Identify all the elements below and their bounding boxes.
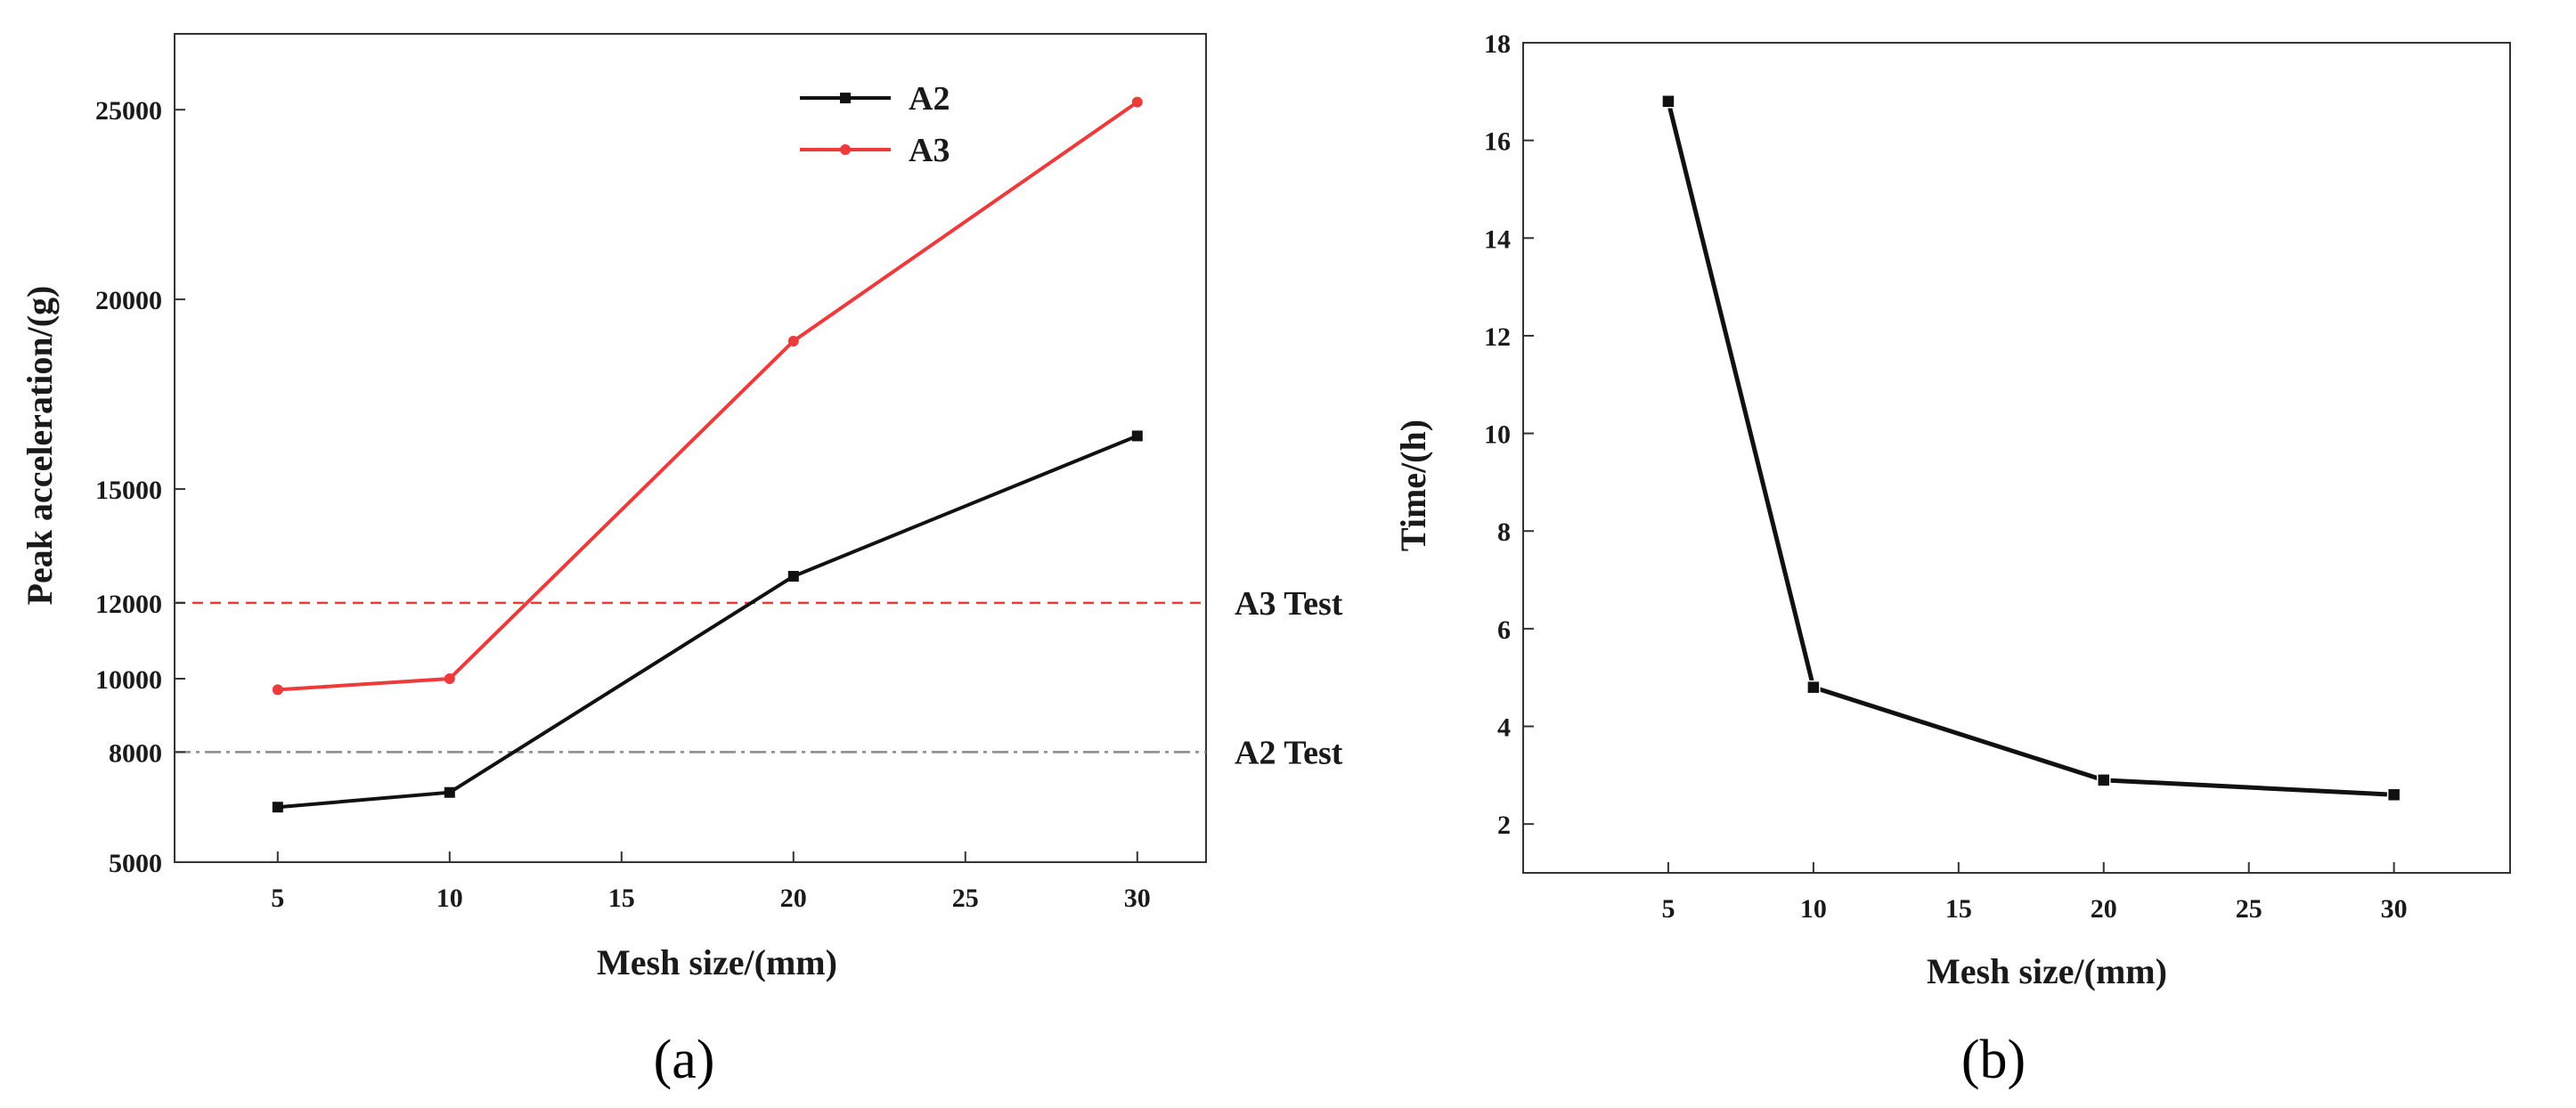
chart-a-reference-lines: A3 Test A2 Test [175,585,1343,771]
chart-a-series-line [277,434,1138,810]
chart-b-plot-frame [1522,42,2511,874]
chart-a-x-tick-label: 15 [608,884,635,913]
chart-a-data-point [444,673,455,684]
chart-a-data-point [787,571,799,583]
chart-a-data-point [787,335,799,346]
chart-b-data-point [1661,94,1675,109]
chart-a-data-point [272,802,283,813]
chart-b-series [1661,94,2401,802]
chart-b-x-tick-label: 10 [1800,894,1827,924]
chart-a-reference-label: A3 Test [1235,585,1343,623]
chart-b-y-tick-label: 10 [1484,420,1511,450]
chart-b: 2 4 6 8 10 12 14 16 18 5 10 15 20 25 30 Mesh size/(mm… [1393,29,2511,1090]
chart-a-legend-marker [840,144,851,155]
chart-a-plot-frame [174,33,1207,863]
chart-a-series [272,96,1143,813]
chart-b-x-axis-title: Mesh size/(mm) [1927,951,2167,991]
chart-b-x-tick-label: 25 [2236,894,2262,924]
chart-b-y-tick-label: 4 [1497,713,1511,743]
chart-a-data-point [444,786,455,798]
chart-b-y-tick-label: 14 [1484,224,1511,254]
chart-b-x-tick-label: 15 [1945,894,1972,924]
chart-a-data-point [1131,96,1143,108]
chart-b-x-tick-label: 5 [1661,894,1675,924]
chart-a-legend-label: A3 [909,132,950,169]
chart-a-y-axis: 5000 8000 10000 12000 15000 20000 25000 [95,96,185,878]
chart-b-y-axis-title: Time/(h) [1393,420,1433,551]
chart-a-data-point [1131,430,1143,442]
chart-a-y-axis-title: Peak acceleration/(g) [20,286,60,606]
chart-b-data-point [2097,773,2111,787]
chart-a-legend-label: A2 [909,80,950,118]
chart-a-y-tick-label: 12000 [95,590,162,619]
chart-b-y-tick-label: 6 [1497,615,1511,645]
chart-b-x-tick-label: 20 [2091,894,2117,924]
chart-a-legend-marker [840,93,851,103]
chart-b-y-tick-label: 2 [1497,811,1511,840]
chart-b-y-axis: 2 4 6 8 10 12 14 16 18 [1484,29,1534,840]
chart-b-data-point [1806,680,1821,695]
chart-a-y-tick-label: 5000 [109,849,162,878]
chart-b-y-tick-label: 18 [1484,29,1511,59]
chart-a-y-tick-label: 10000 [95,665,162,695]
chart-b-x-axis: 5 10 15 20 25 30 [1661,862,2408,924]
chart-b-y-tick-label: 8 [1497,517,1511,547]
chart-b-y-tick-label: 12 [1484,322,1511,352]
chart-a: A3 Test A2 Test 5000 8000 10000 12000 15000 20… [20,33,1343,1090]
chart-a-x-axis: 5 10 15 20 25 30 [271,851,1151,913]
chart-b-series-line [1666,101,2394,797]
chart-b-panel-label: (b) [1961,1030,2026,1090]
chart-a-x-axis-title: Mesh size/(mm) [597,942,837,982]
chart-a-data-point [272,684,283,696]
chart-a-y-tick-label: 15000 [95,476,162,505]
chart-a-panel-label: (a) [654,1030,715,1090]
chart-b-y-tick-label: 16 [1484,127,1511,157]
chart-b-x-tick-label: 30 [2381,894,2408,924]
chart-a-y-tick-label: 8000 [109,738,162,768]
chart-a-x-tick-label: 25 [952,884,979,913]
chart-a-x-tick-label: 20 [780,884,807,913]
chart-b-data-point [2386,787,2401,802]
chart-a-x-tick-label: 10 [436,884,463,913]
chart-a-y-tick-label: 25000 [95,96,162,126]
chart-a-x-tick-label: 30 [1124,884,1151,913]
chart-a-series-line [277,101,1138,692]
chart-a-y-tick-label: 20000 [95,286,162,315]
chart-a-reference-label: A2 Test [1235,734,1343,771]
chart-a-x-tick-label: 5 [271,884,284,913]
